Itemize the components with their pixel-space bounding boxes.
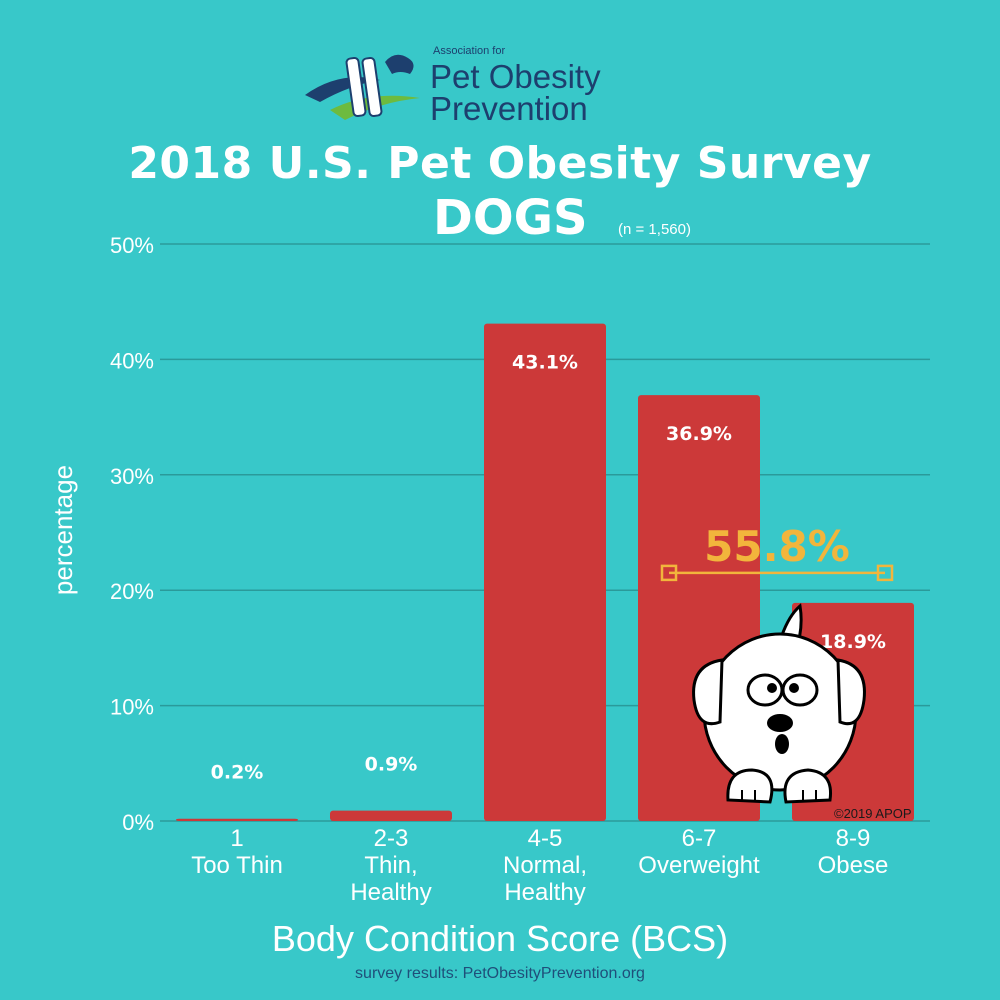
x-tick-label: Thin,: [364, 852, 417, 879]
x-tick-label: Healthy: [350, 879, 431, 906]
y-axis-ticks: 0% 10% 20% 30% 40% 50%: [110, 233, 154, 835]
data-label: 18.9%: [820, 631, 886, 653]
annotation-label: 55.8%: [704, 522, 850, 571]
y-axis-label: percentage: [48, 465, 78, 595]
annotation-bracket-end: [660, 564, 678, 582]
bar: [330, 810, 452, 821]
x-tick-label: 6-7: [682, 825, 717, 852]
y-tick-label: 20%: [110, 579, 154, 604]
dog-illustration-icon: [692, 603, 866, 804]
data-label: 36.9%: [666, 423, 732, 445]
data-label: 0.9%: [365, 754, 418, 776]
y-tick-label: 30%: [110, 464, 154, 489]
bar: [484, 323, 606, 821]
copyright-text: ©2019 APOP: [834, 806, 912, 821]
annotation-bracket-end: [876, 564, 894, 582]
data-label: 0.2%: [211, 762, 264, 784]
data-label: 43.1%: [512, 352, 578, 374]
x-tick-label: 8-9: [836, 825, 871, 852]
x-tick-label: Obese: [818, 852, 889, 879]
bar: [176, 818, 298, 821]
x-tick-label: Too Thin: [191, 852, 283, 879]
x-tick-label: 2-3: [374, 825, 409, 852]
x-axis-label: Body Condition Score (BCS): [271, 918, 729, 959]
logo-line-2: Prevention: [430, 90, 588, 127]
y-tick-label: 50%: [110, 233, 154, 258]
x-tick-label: 1: [230, 825, 243, 852]
logo-line-1: Pet Obesity: [430, 58, 601, 95]
chart-subtitle: DOGS: [433, 190, 588, 246]
annotation: 55.8%: [660, 522, 894, 582]
x-tick-label: Healthy: [504, 879, 585, 906]
apop-logo: Association for Pet Obesity Prevention: [300, 40, 630, 130]
logo-small-text: Association for: [433, 45, 506, 57]
data-labels: 0.2% 0.9% 43.1% 36.9% 18.9%: [211, 352, 886, 784]
logo-emblem-icon: [305, 54, 420, 120]
x-tick-label: Overweight: [638, 852, 760, 879]
x-tick-label: 4-5: [528, 825, 563, 852]
sample-size-note: (n = 1,560): [618, 221, 691, 238]
x-tick-label: Normal,: [503, 852, 587, 879]
chart-title: 2018 U.S. Pet Obesity Survey: [128, 138, 872, 189]
source-text: survey results: PetObesityPrevention.org: [355, 965, 645, 982]
y-tick-label: 0%: [122, 810, 154, 835]
y-tick-label: 10%: [110, 695, 154, 720]
y-tick-label: 40%: [110, 348, 154, 373]
